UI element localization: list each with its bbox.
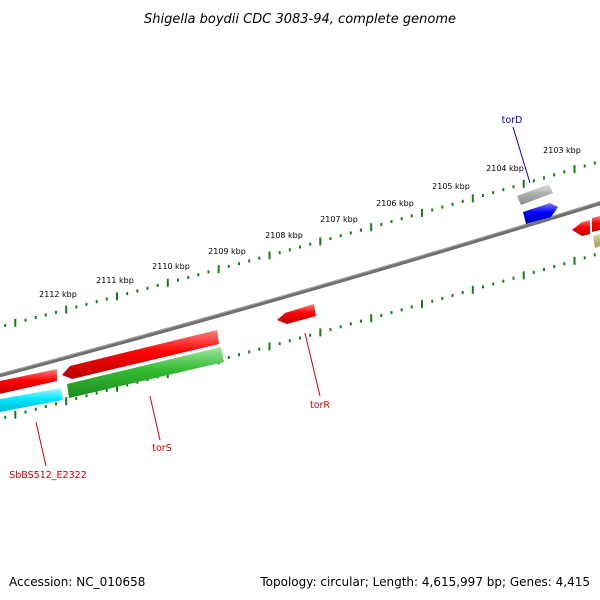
scale-label: 2104 kbp [486,164,524,173]
gene-sbbs512-e2322[interactable] [0,369,57,395]
torR-label: torR [310,400,330,411]
gene-olive-feature[interactable] [593,234,600,248]
scale-labels: 2103 kbp 2104 kbp 2105 kbp 2106 kbp 2107 kbp… [39,146,581,299]
scale-label: 2107 kbp [320,215,358,224]
scale-label: 2110 kbp [152,262,190,271]
sbbs512-e2322-label: SbBS512_E2322 [9,470,87,481]
map-title: Shigella boydii CDC 3083-94, complete ge… [144,12,456,27]
gene-cyan-feature[interactable] [0,388,63,413]
torS-leader [149,395,161,441]
scale-label: 2105 kbp [432,182,470,191]
torR-leader [304,332,321,397]
genome-backbone-highlight [0,201,600,375]
gene-green-feature[interactable] [67,347,224,398]
genome-summary-text: Topology: circular; Length: 4,615,997 bp… [259,575,590,589]
torD-label: torD [502,115,523,126]
gene-torD[interactable] [517,184,558,224]
scale-label: 2108 kbp [265,231,303,240]
torD-leader [512,126,531,184]
genome-backbone [0,200,600,378]
accession-text: Accession: NC_010658 [9,575,145,589]
gene-torR[interactable] [277,304,316,324]
gene-torS[interactable] [62,330,219,379]
outer-scale-ticks [4,161,596,327]
sbbs-leader [35,421,47,467]
scale-label: 2109 kbp [208,247,246,256]
scale-label: 2106 kbp [376,199,414,208]
scale-label: 2111 kbp [96,276,134,285]
scale-label: 2112 kbp [39,290,77,299]
scale-label: 2103 kbp [543,146,581,155]
gene-torC-fragment[interactable] [572,216,600,236]
torS-label: torS [152,443,171,454]
inner-scale-ticks [4,253,596,419]
